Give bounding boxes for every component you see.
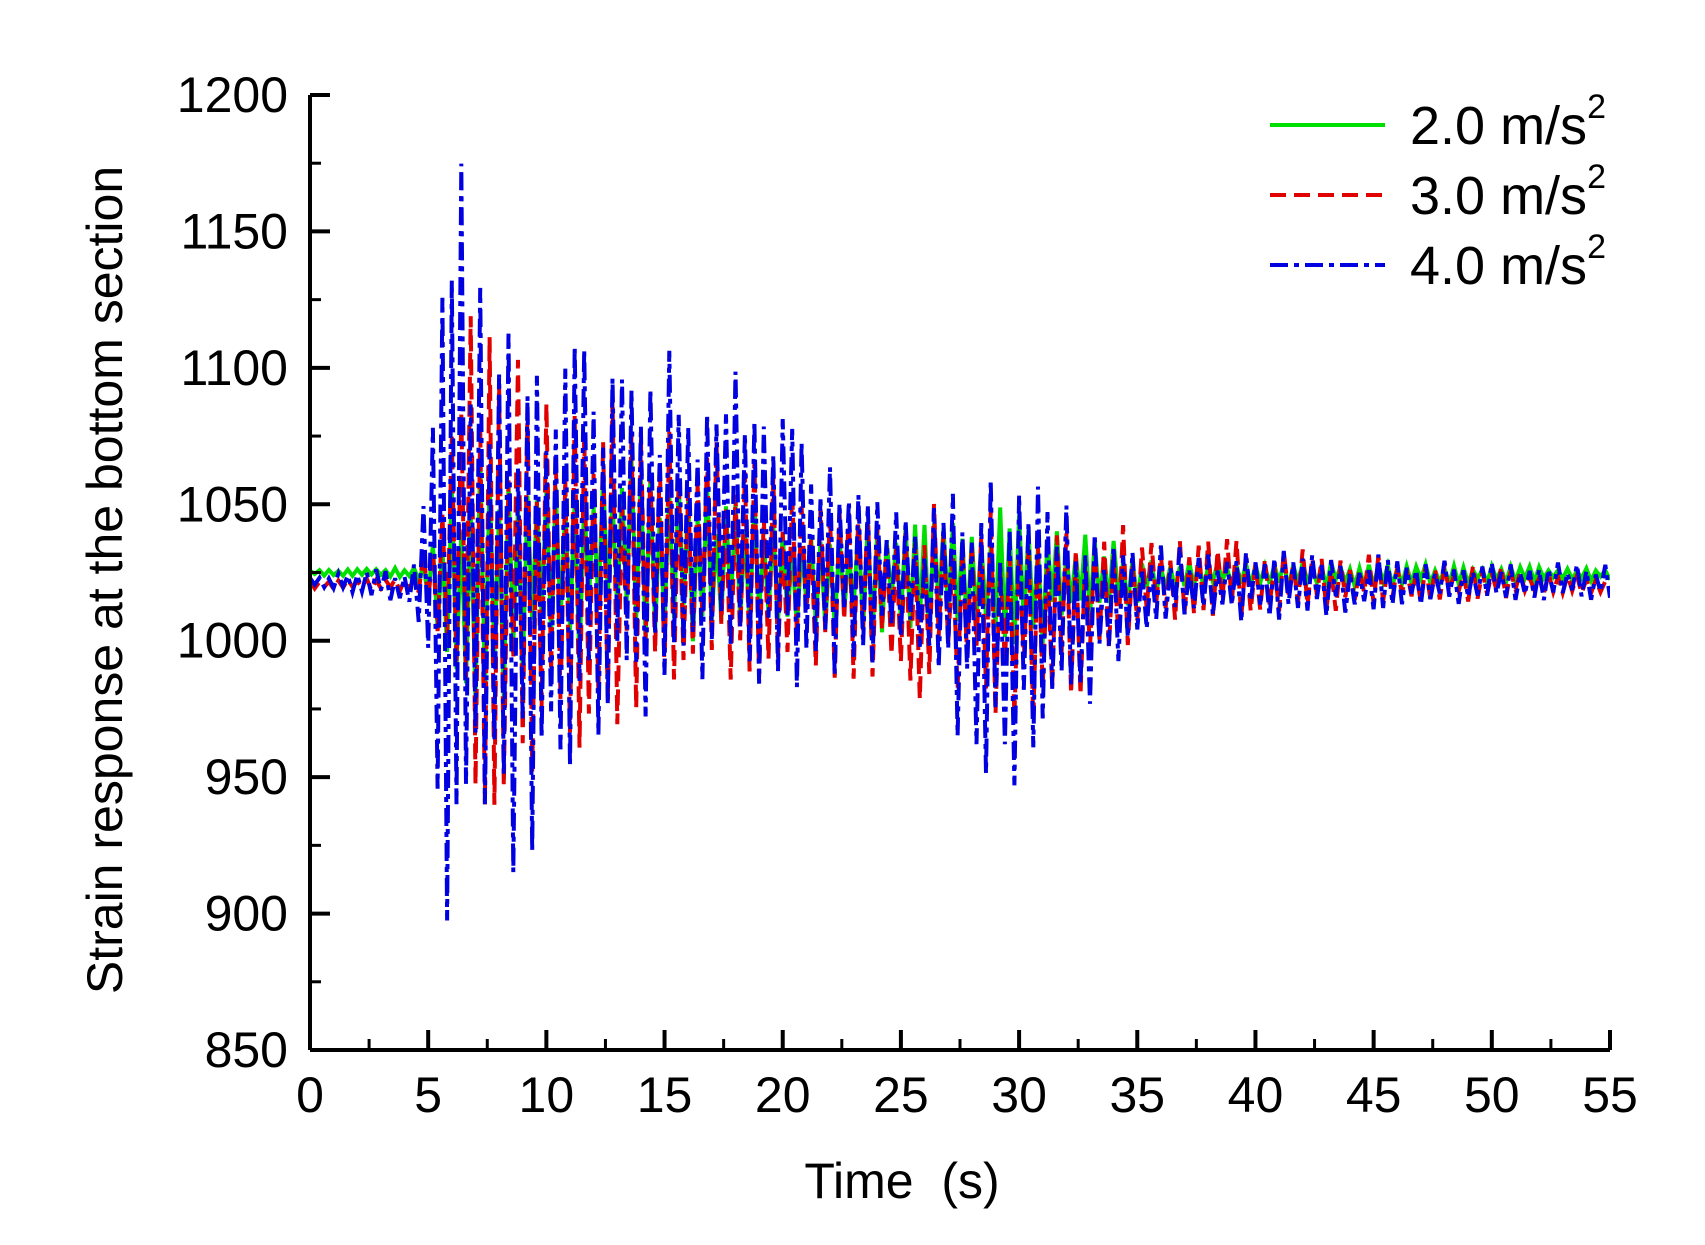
x-tick-label: 40: [1228, 1067, 1284, 1123]
x-tick-label: 15: [637, 1067, 693, 1123]
legend-label-superscript: 2: [1587, 228, 1606, 266]
y-tick-label: 850: [205, 1022, 288, 1078]
legend-label: 3.0 m/s2: [1410, 158, 1606, 226]
series-layer: [308, 163, 1610, 921]
y-axis-label: Strain response at the bottom section: [77, 166, 133, 994]
y-tick-label: 1000: [177, 613, 288, 669]
series-line-3: [308, 163, 1610, 921]
x-tick-label: 55: [1582, 1067, 1638, 1123]
x-tick-label: 50: [1464, 1067, 1520, 1123]
x-axis-label: Time (s): [804, 1153, 999, 1209]
x-tick-label: 0: [296, 1067, 324, 1123]
legend: 2.0 m/s23.0 m/s24.0 m/s2: [1270, 88, 1606, 296]
y-tick-label: 1100: [180, 340, 288, 396]
x-tick-label: 35: [1109, 1067, 1165, 1123]
legend-label: 2.0 m/s2: [1410, 88, 1606, 156]
y-tick-label: 1150: [180, 203, 288, 259]
x-tick-label: 5: [414, 1067, 442, 1123]
x-tick-label: 10: [519, 1067, 575, 1123]
y-tick-label: 1200: [177, 67, 288, 123]
legend-label-superscript: 2: [1587, 158, 1606, 196]
legend-label: 4.0 m/s2: [1410, 228, 1606, 296]
x-tick-label: 20: [755, 1067, 811, 1123]
y-tick-label: 1050: [177, 476, 288, 532]
x-tick-label: 30: [991, 1067, 1047, 1123]
x-tick-label: 25: [873, 1067, 929, 1123]
y-tick-label: 950: [205, 749, 288, 805]
legend-label-superscript: 2: [1587, 88, 1606, 126]
tick-labels: 0 5 10 15 20 25 30 35 40 45 50 55 850 900 950 1000 1050 1…: [177, 67, 1638, 1123]
axes: [308, 93, 1612, 1052]
y-tick-label: 900: [205, 886, 288, 942]
x-tick-label: 45: [1346, 1067, 1402, 1123]
